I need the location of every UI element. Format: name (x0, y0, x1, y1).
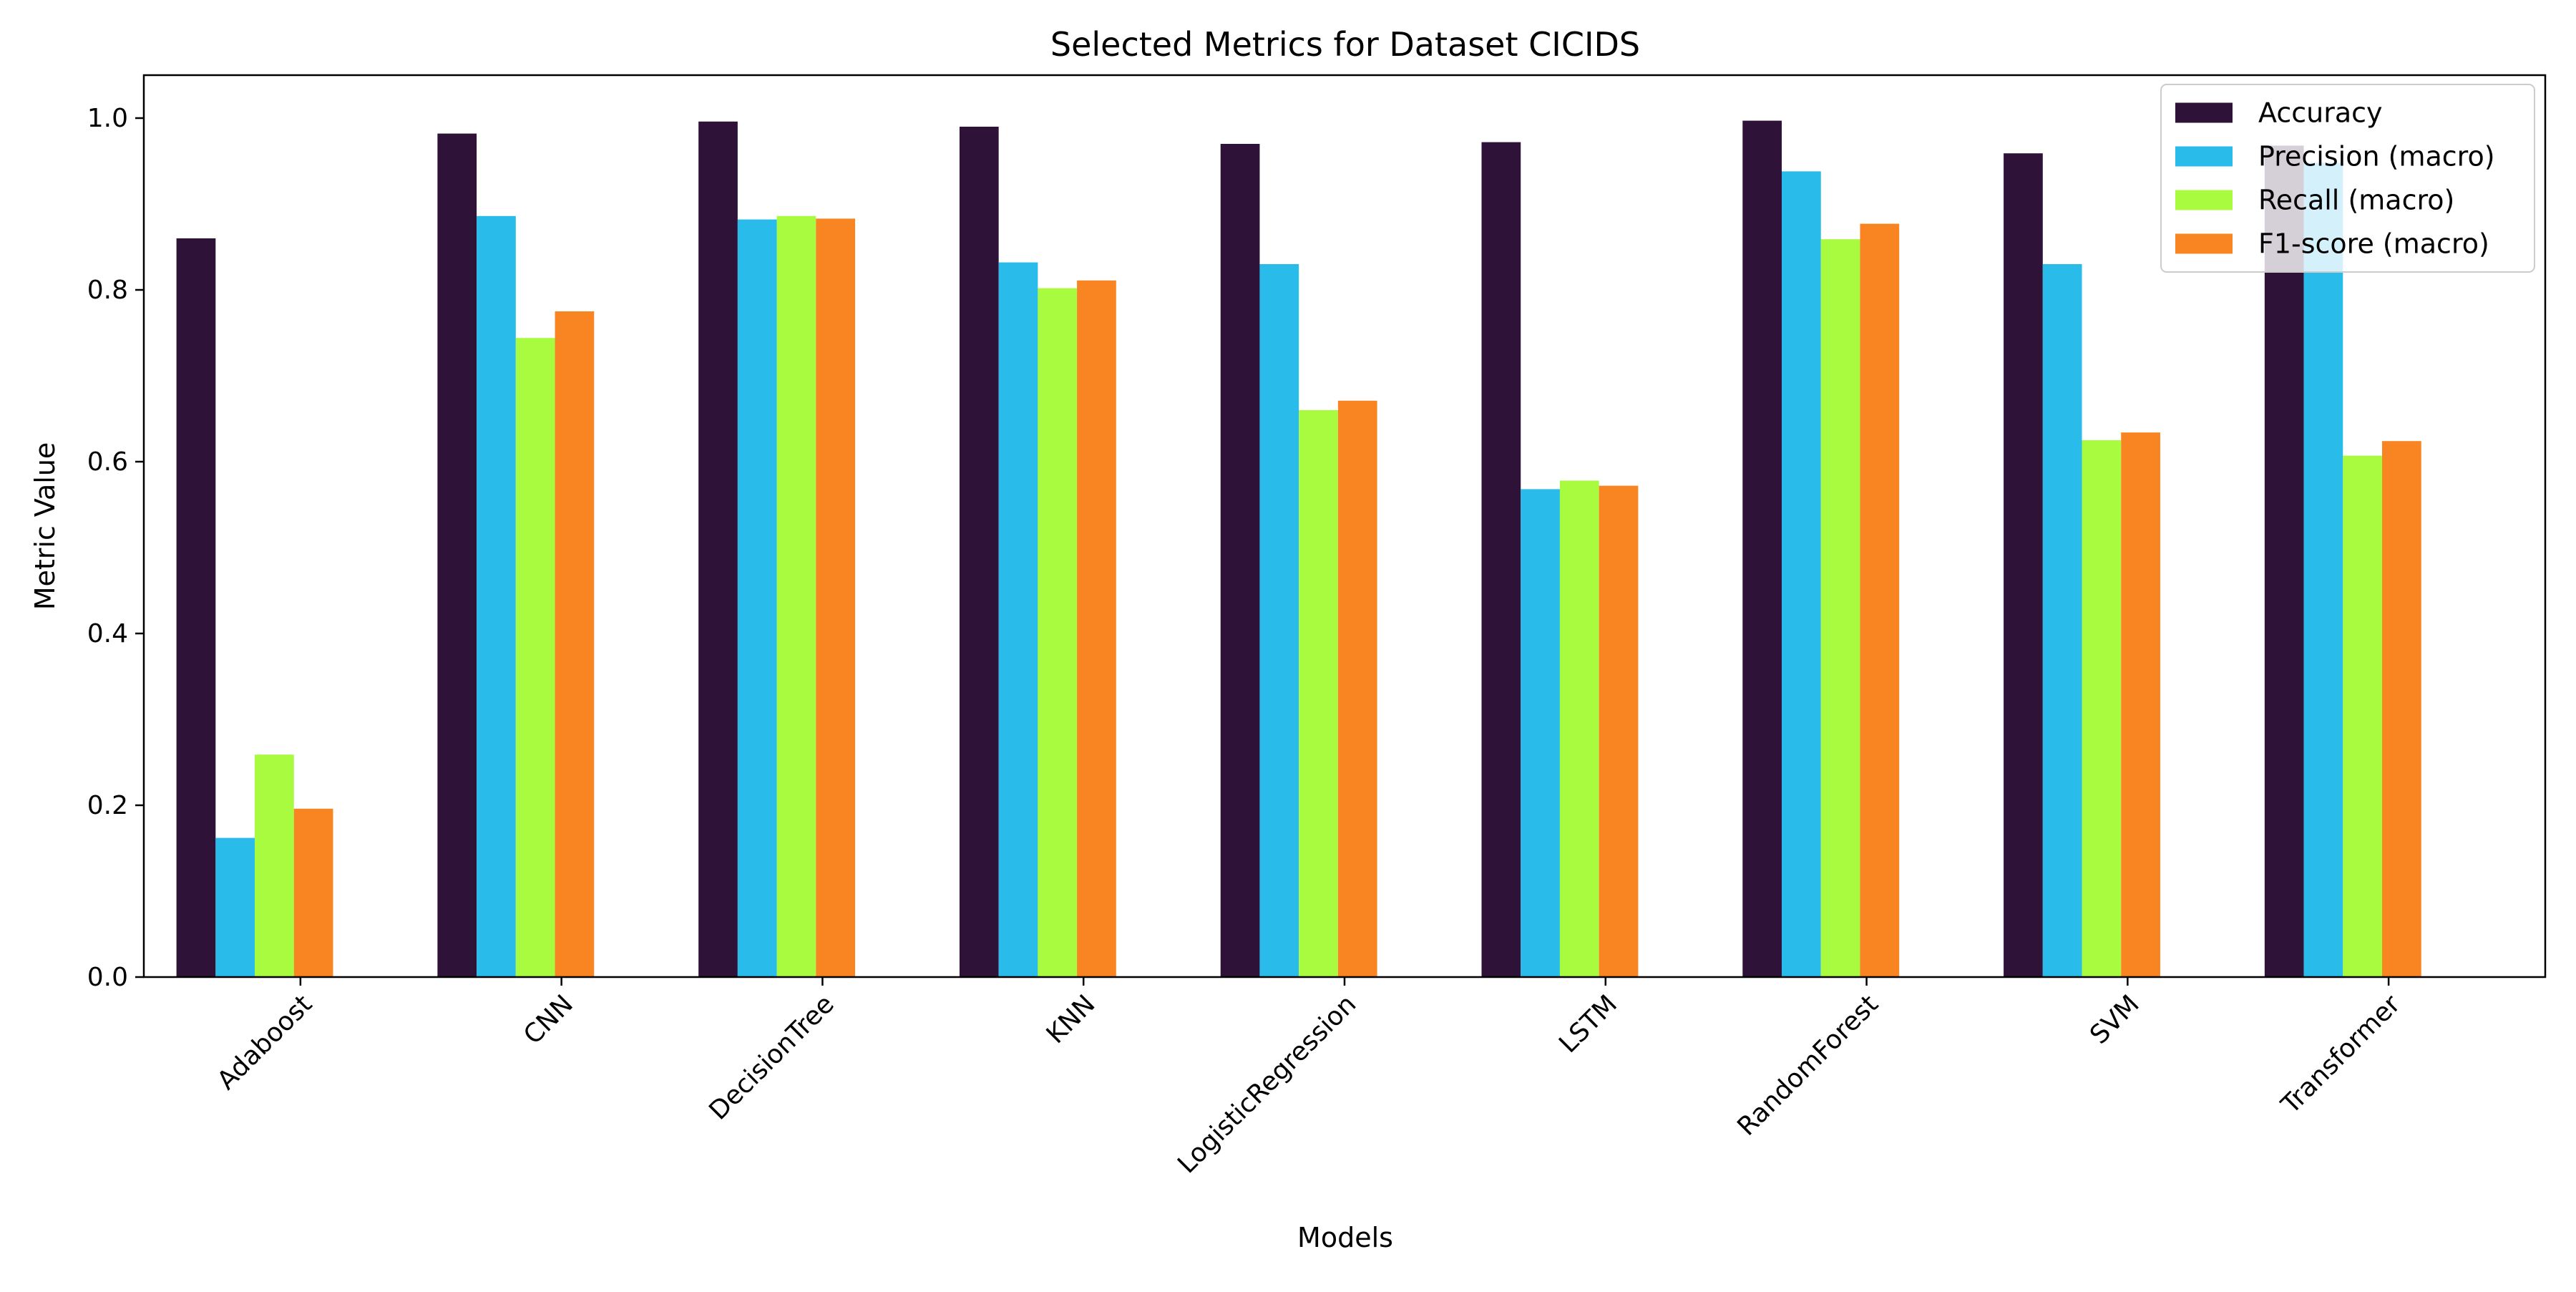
legend-label: F1-score (macro) (2258, 228, 2489, 260)
bar-precision-macro-lstm (1521, 489, 1560, 977)
legend-box (2160, 84, 2535, 273)
bar-precision-macro-adaboost (215, 837, 255, 977)
legend-swatch (2175, 146, 2233, 167)
y-axis: 0.0 0.2 0.4 0.6 0.8 1.0 (87, 104, 144, 992)
x-tick-label: Adaboost (212, 989, 318, 1095)
bar-precision-macro-randomforest (1782, 171, 1821, 977)
legend: Accuracy Precision (macro) Recall (macro) F… (2160, 84, 2535, 273)
bar-precision-macro-cnn (477, 215, 516, 977)
x-tick-label: CNN (518, 989, 579, 1050)
bar-f1-score-macro-randomforest (1860, 223, 1900, 978)
bar-recall-macro-lstm (1559, 480, 1599, 977)
bar-accuracy-logisticregression (1220, 144, 1260, 977)
bar-recall-macro-transformer (2343, 455, 2383, 977)
bar-precision-macro-svm (2042, 264, 2082, 977)
bar-accuracy-cnn (437, 133, 477, 978)
bar-f1-score-macro-adaboost (293, 808, 333, 977)
legend-swatch (2175, 190, 2233, 210)
bar-f1-score-macro-decisiontree (816, 218, 856, 977)
bar-precision-macro-logisticregression (1259, 264, 1299, 977)
bar-recall-macro-randomforest (1820, 239, 1860, 978)
x-tick-label: Transformer (2275, 989, 2406, 1120)
bar-accuracy-randomforest (1742, 120, 1782, 978)
legend-swatch (2175, 233, 2233, 254)
bar-precision-macro-transformer (2303, 162, 2343, 977)
legend-label: Accuracy (2258, 97, 2383, 129)
chart-title: Selected Metrics for Dataset CICIDS (1050, 25, 1640, 64)
bar-accuracy-lstm (1481, 142, 1521, 978)
x-tick-label: KNN (1041, 989, 1101, 1049)
bar-f1-score-macro-logisticregression (1337, 400, 1377, 977)
x-tick-label: LogisticRegression (1172, 989, 1362, 1179)
x-tick-label: SVM (2084, 989, 2145, 1050)
legend-label: Precision (macro) (2258, 141, 2495, 173)
y-tick-label: 0.2 (87, 791, 128, 820)
bar-recall-macro-logisticregression (1299, 410, 1338, 977)
y-axis-label: Metric Value (29, 442, 61, 611)
y-tick-label: 0.8 (87, 276, 128, 305)
bar-f1-score-macro-knn (1077, 280, 1116, 977)
y-tick-label: 0.0 (87, 963, 128, 992)
bar-accuracy-decisiontree (698, 121, 738, 977)
bars-layer (176, 120, 2421, 978)
bar-f1-score-macro-cnn (555, 311, 595, 977)
bar-precision-macro-decisiontree (737, 219, 777, 978)
x-axis: Adaboost CNN DecisionTree KNN LogisticRegres… (212, 977, 2406, 1179)
x-tick-label: LSTM (1553, 989, 1623, 1059)
bar-recall-macro-adaboost (255, 754, 294, 977)
bar-f1-score-macro-lstm (1599, 485, 1639, 977)
bar-recall-macro-knn (1038, 288, 1078, 978)
bar-accuracy-knn (959, 127, 999, 977)
bar-accuracy-adaboost (176, 238, 216, 977)
x-tick-label: DecisionTree (703, 989, 839, 1125)
bar-precision-macro-knn (998, 262, 1038, 978)
legend-swatch (2175, 102, 2233, 123)
bar-f1-score-macro-transformer (2382, 441, 2421, 977)
bar-recall-macro-decisiontree (776, 215, 816, 977)
x-axis-label: Models (1297, 1222, 1393, 1253)
bar-accuracy-svm (2004, 153, 2043, 978)
bar-f1-score-macro-svm (2121, 432, 2160, 977)
bar-accuracy-transformer (2264, 145, 2304, 977)
y-tick-label: 0.4 (87, 619, 128, 649)
x-tick-label: RandomForest (1732, 989, 1884, 1142)
y-tick-label: 0.6 (87, 447, 128, 477)
bar-recall-macro-svm (2082, 440, 2122, 977)
bar-recall-macro-cnn (515, 338, 555, 977)
y-tick-label: 1.0 (87, 104, 128, 133)
legend-label: Recall (macro) (2258, 185, 2454, 216)
